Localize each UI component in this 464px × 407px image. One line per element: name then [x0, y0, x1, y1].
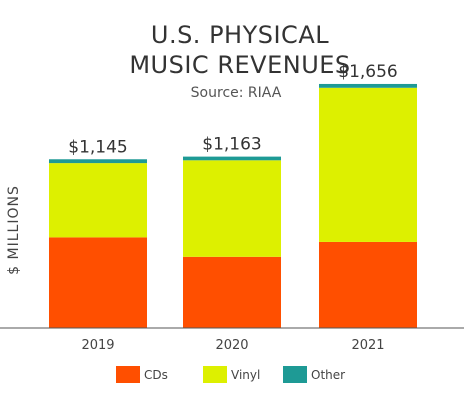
legend-swatch-cds [116, 366, 140, 383]
chart-title-line-2: MUSIC REVENUES [129, 51, 350, 79]
y-axis-label: $ MILLIONS [6, 185, 22, 275]
x-tick-2019: 2019 [81, 338, 114, 353]
chart-title-line-1: U.S. PHYSICAL [151, 21, 329, 49]
bar-2021-vinyl [319, 87, 417, 242]
bars-group: $1,145 $1,163 $1,656 [49, 62, 417, 328]
bar-2021-other [319, 83, 417, 88]
x-tick-2020: 2020 [215, 338, 248, 353]
bar-2021-cds [319, 241, 417, 328]
bar-2020-other [183, 156, 281, 161]
legend-swatch-vinyl [203, 366, 227, 383]
legend-label-cds: CDs [144, 368, 168, 382]
legend-label-vinyl: Vinyl [231, 368, 260, 382]
bar-2020-vinyl [183, 160, 281, 257]
total-label-2021: $1,656 [338, 62, 397, 82]
x-ticks-group: 2019 2020 2021 [81, 338, 384, 353]
chart-subtitle: Source: RIAA [191, 85, 282, 101]
bar-2020-cds [183, 256, 281, 328]
bar-2019-cds [49, 237, 147, 328]
legend: CDs Vinyl Other [116, 366, 345, 383]
legend-swatch-other [283, 366, 307, 383]
bar-2019-vinyl [49, 163, 147, 238]
total-label-2019: $1,145 [68, 137, 127, 157]
total-label-2020: $1,163 [202, 135, 261, 155]
legend-label-other: Other [311, 368, 345, 382]
bar-2019-other [49, 159, 147, 164]
x-tick-2021: 2021 [351, 338, 384, 353]
